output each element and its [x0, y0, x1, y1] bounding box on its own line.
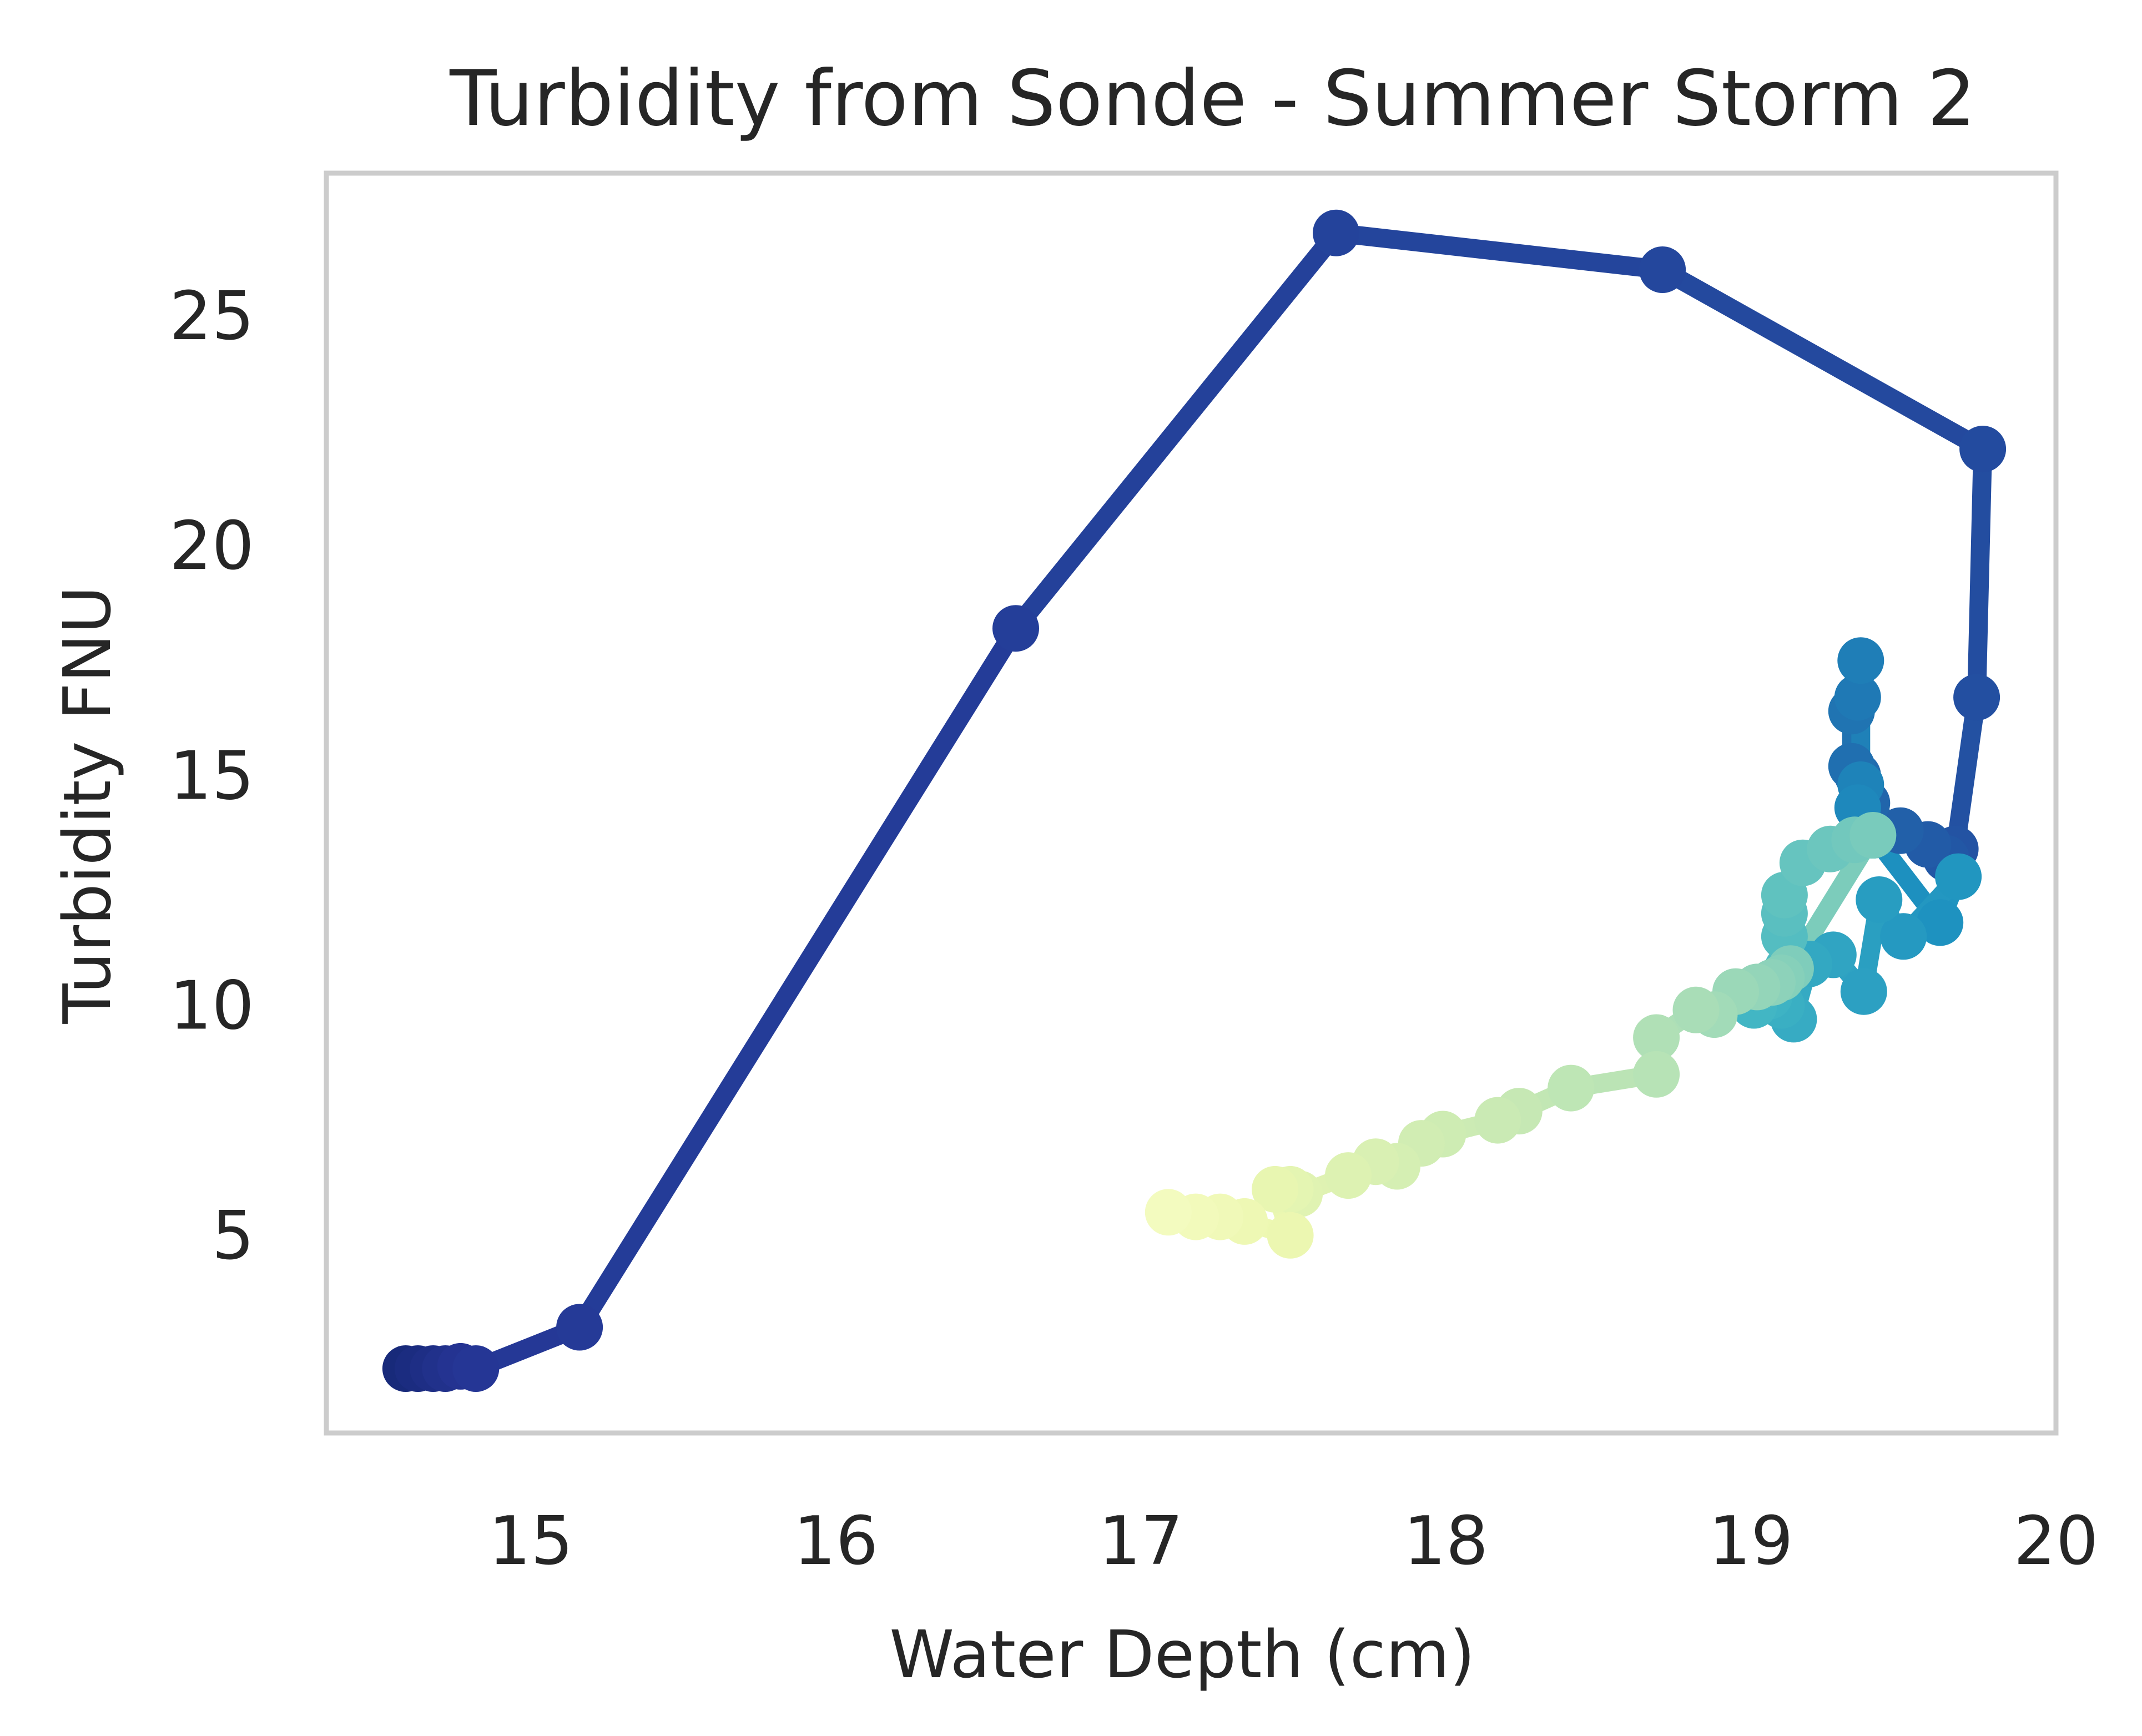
data-point — [1633, 1051, 1680, 1098]
y-tick-label: 15 — [169, 738, 254, 815]
data-point — [1313, 209, 1359, 256]
data-point — [1252, 1165, 1299, 1213]
data-point — [1849, 812, 1897, 859]
data-point — [1474, 1097, 1521, 1144]
x-tick-label: 16 — [793, 1503, 878, 1580]
y-tick-labels: 5 10 15 20 25 — [169, 278, 254, 1275]
y-tick-label: 5 — [212, 1198, 254, 1275]
series-line-segment — [1967, 440, 1993, 707]
data-point — [452, 1345, 500, 1392]
series-line-segment — [1653, 260, 1993, 459]
y-tick-label: 10 — [169, 968, 254, 1045]
x-axis-label: Water Depth (cm) — [889, 1616, 1475, 1693]
series-point-group — [382, 209, 2007, 1392]
x-tick-label: 15 — [488, 1503, 573, 1580]
data-point — [1917, 899, 1964, 946]
series-line-segment — [570, 619, 1025, 1337]
data-point — [1672, 986, 1720, 1033]
data-point — [1856, 876, 1903, 923]
y-tick-label: 25 — [169, 278, 254, 355]
data-point — [1953, 674, 2000, 721]
x-tick-label: 19 — [1708, 1503, 1793, 1580]
data-point — [1834, 674, 1881, 721]
data-point — [1267, 1212, 1314, 1259]
data-point — [556, 1304, 603, 1351]
data-point — [992, 605, 1039, 652]
y-axis-label: Turbidity FNU — [49, 586, 125, 1025]
x-tick-label: 17 — [1098, 1503, 1183, 1580]
chart-title: Turbidity from Sonde - Summer Storm 2 — [449, 54, 1976, 143]
data-point — [1325, 1152, 1372, 1199]
data-point — [1935, 853, 1982, 900]
data-point — [1633, 1014, 1680, 1061]
series-line-segment — [1006, 223, 1345, 638]
x-tick-label: 20 — [2014, 1503, 2099, 1580]
data-point — [1880, 913, 1927, 960]
plot-frame — [324, 170, 2059, 1436]
data-point — [1837, 637, 1884, 684]
data-point — [1639, 246, 1686, 293]
data-point — [1145, 1189, 1192, 1236]
data-point — [1840, 968, 1887, 1015]
series-line-segment — [1946, 688, 1987, 859]
y-tick-label: 20 — [169, 508, 254, 585]
x-tick-label: 18 — [1404, 1503, 1489, 1580]
data-point — [1959, 426, 2007, 473]
x-tick-labels: 15 16 17 18 19 20 — [488, 1503, 2099, 1580]
data-point — [1548, 1064, 1595, 1112]
series-line-segment — [1327, 223, 1672, 279]
